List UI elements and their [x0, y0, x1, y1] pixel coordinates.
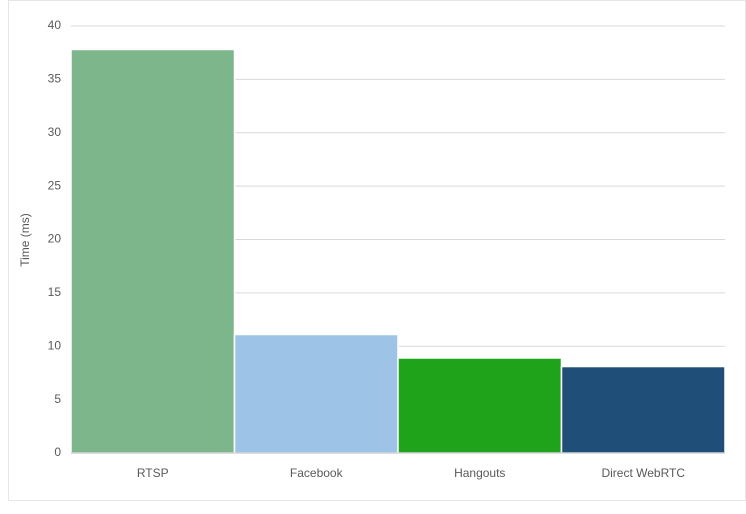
- y-tick-label: 5: [54, 392, 61, 406]
- y-tick-label: 20: [48, 232, 62, 246]
- y-axis-label: Time (ms): [18, 213, 32, 267]
- x-tick-label: RTSP: [137, 466, 169, 480]
- x-tick-label: Direct WebRTC: [601, 466, 685, 480]
- y-tick-label: 40: [48, 18, 62, 32]
- y-tick-label: 0: [54, 445, 61, 459]
- bar: [70, 48, 236, 454]
- bar: [233, 333, 399, 454]
- x-tick-label: Facebook: [290, 466, 344, 480]
- bar: [397, 357, 563, 454]
- bar: [560, 365, 726, 454]
- y-tick-label: 35: [48, 72, 62, 86]
- x-tick-label: Hangouts: [454, 466, 505, 480]
- y-tick-label: 30: [48, 125, 62, 139]
- y-tick-label: 10: [48, 338, 62, 352]
- y-tick-label: 15: [48, 285, 62, 299]
- y-tick-label: 25: [48, 178, 62, 192]
